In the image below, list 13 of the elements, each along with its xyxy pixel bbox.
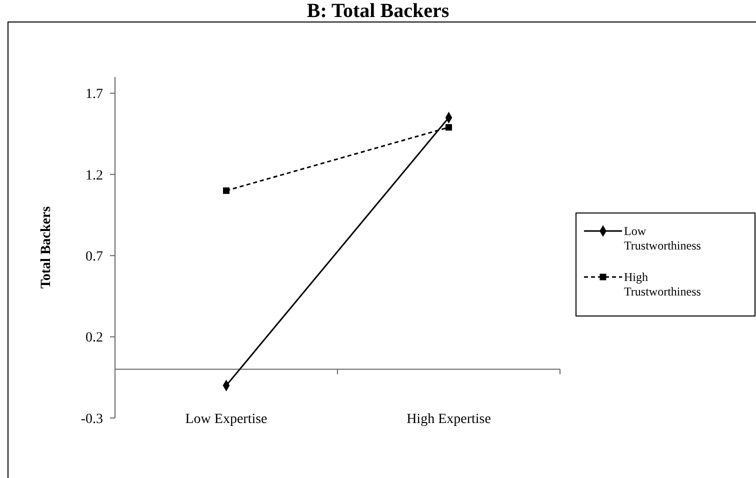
legend-label: Low Trustworthiness <box>624 224 702 253</box>
y-tick-label: -0.3 <box>80 412 103 427</box>
x-tick-label: High Expertise <box>406 412 491 427</box>
y-axis-title: Total Backers <box>39 206 54 289</box>
legend-label: High Trustworthiness <box>624 270 702 299</box>
y-tick-label: 0.7 <box>86 250 103 265</box>
x-tick-label: Low Expertise <box>185 412 268 427</box>
y-tick-label: 1.2 <box>86 168 103 184</box>
chart-title: B: Total Backers <box>306 0 450 22</box>
point <box>446 124 452 131</box>
point <box>223 187 230 194</box>
y-tick-label: 0.2 <box>86 330 103 346</box>
y-tick-label: 1.7 <box>86 87 103 102</box>
